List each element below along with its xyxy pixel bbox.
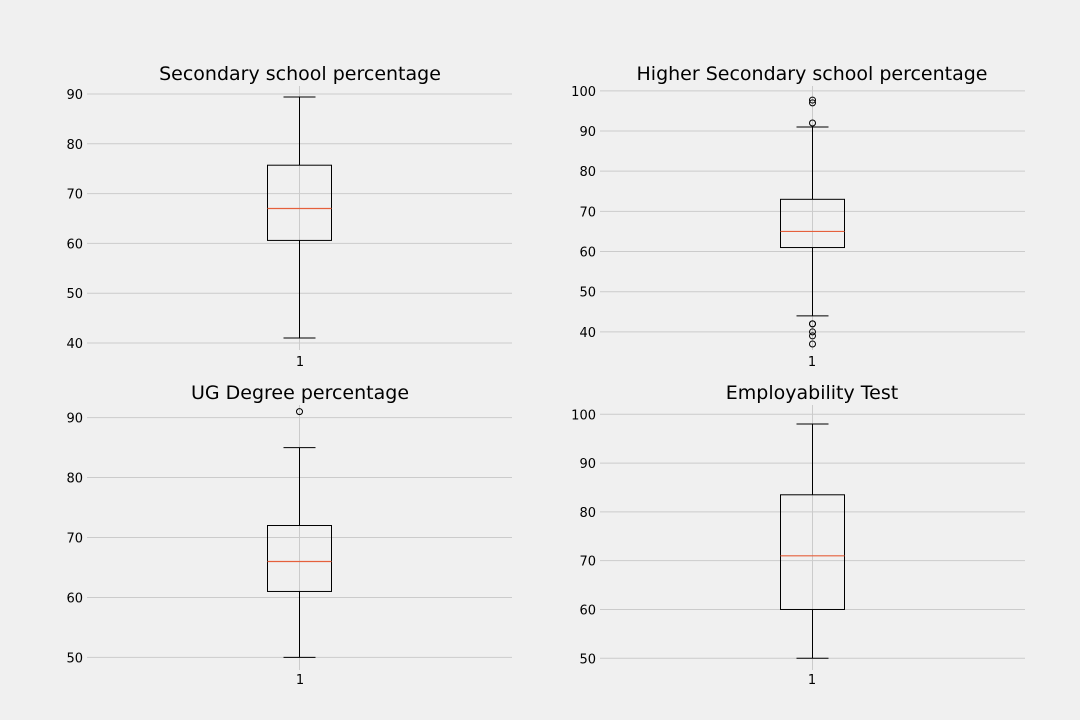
plot-area: 50 60 70 80 90 — [66, 405, 512, 670]
y-tick-label: 40 — [579, 326, 596, 341]
outlier-point — [809, 99, 816, 107]
outlier-point — [296, 408, 303, 416]
y-tick-label: 60 — [579, 246, 596, 261]
y-tick-label: 50 — [66, 651, 83, 666]
y-tick-label: 70 — [66, 188, 83, 203]
panel-employability-test: Employability Test 50 60 70 80 90 100 1 — [571, 382, 1025, 688]
iqr-box — [267, 164, 332, 241]
y-tick-label: 90 — [66, 412, 83, 427]
y-tick-label: 80 — [579, 506, 596, 521]
y-tick-label: 80 — [66, 138, 83, 153]
y-tick-label: 90 — [579, 125, 596, 140]
outlier-point — [809, 119, 816, 127]
y-tick-label: 70 — [579, 205, 596, 220]
y-tick-label: 50 — [579, 652, 596, 667]
iqr-box — [780, 494, 845, 610]
chart-title: UG Degree percentage — [191, 382, 409, 404]
y-tick-label: 100 — [571, 85, 596, 100]
y-tick-label: 50 — [66, 287, 83, 302]
y-tick-label: 70 — [579, 555, 596, 570]
y-tick-label: 40 — [66, 337, 83, 352]
x-tick-label: 1 — [808, 355, 816, 370]
y-tick-label: 80 — [579, 165, 596, 180]
x-tick-label: 1 — [296, 673, 304, 688]
plot-area: 50 60 70 80 90 100 — [571, 405, 1025, 670]
outlier-point — [809, 320, 816, 328]
outlier-point — [809, 332, 816, 340]
chart-title: Secondary school percentage — [159, 63, 441, 85]
panel-secondary-school: Secondary school percentage 40 50 60 70 80 90… — [66, 63, 512, 370]
y-tick-label: 90 — [579, 457, 596, 472]
outlier-point — [809, 96, 816, 104]
outlier-point — [809, 328, 816, 336]
plot-area: 40 50 60 70 80 90 — [66, 86, 512, 352]
iqr-box — [267, 525, 332, 592]
y-tick-label: 50 — [579, 286, 596, 301]
panel-higher-secondary-school: Higher Secondary school percentage 40 50 6… — [571, 63, 1025, 370]
y-tick-label: 60 — [66, 591, 83, 606]
outlier-point — [809, 340, 816, 348]
y-tick-label: 80 — [66, 472, 83, 487]
x-tick-label: 1 — [808, 673, 816, 688]
y-tick-label: 90 — [66, 88, 83, 103]
plot-area: 40 50 60 70 80 90 100 — [571, 85, 1025, 350]
panel-ug-degree: UG Degree percentage 50 60 70 80 90 1 — [66, 382, 512, 688]
chart-title: Higher Secondary school percentage — [637, 63, 988, 85]
x-tick-label: 1 — [296, 355, 304, 370]
y-tick-label: 100 — [571, 408, 596, 423]
iqr-box — [780, 198, 845, 249]
y-tick-label: 70 — [66, 532, 83, 547]
chart-title: Employability Test — [726, 382, 898, 404]
y-tick-label: 60 — [579, 603, 596, 618]
y-tick-label: 60 — [66, 237, 83, 252]
